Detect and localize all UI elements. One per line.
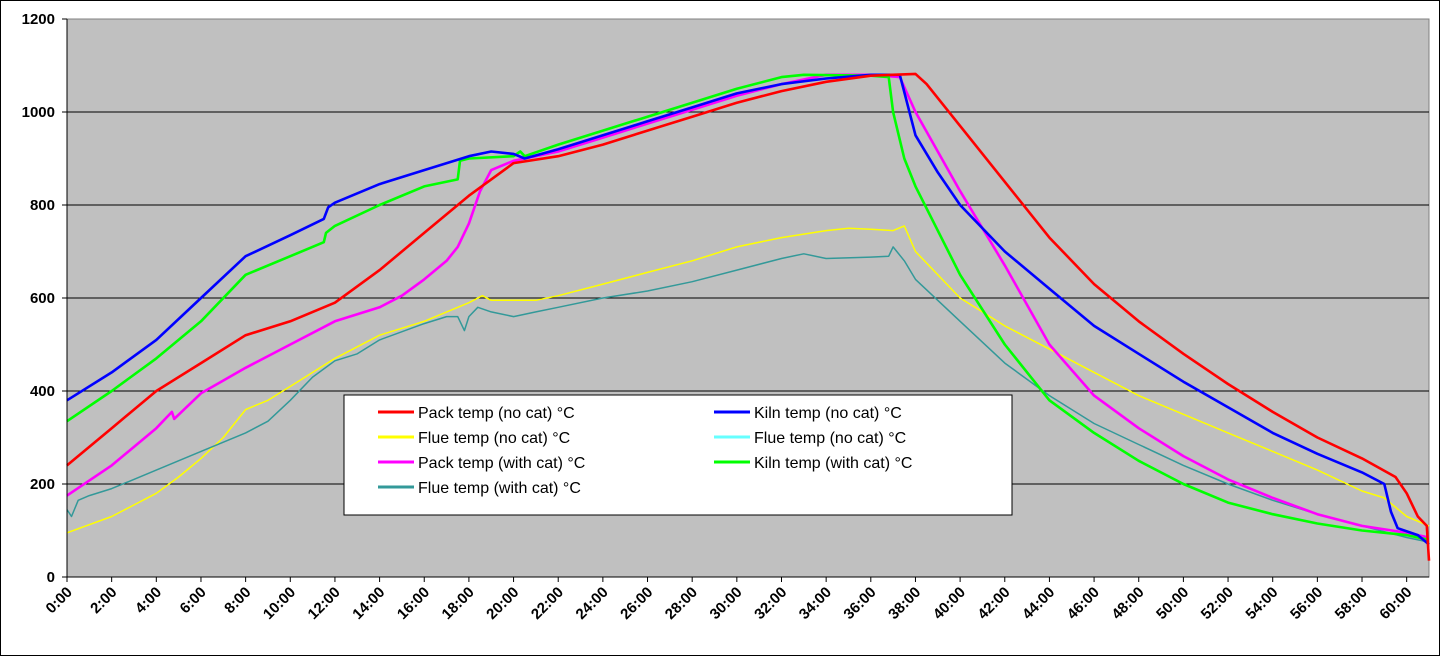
- y-tick-label: 600: [30, 290, 55, 307]
- series-line-0: [66, 72, 1431, 561]
- series-line-1: [66, 73, 1430, 546]
- x-tick-label: 50:00: [1153, 584, 1192, 623]
- legend-label: Flue temp (no cat) °C: [754, 430, 906, 447]
- x-tick-label: 0:00: [43, 584, 76, 617]
- x-tick-label: 46:00: [1064, 584, 1103, 623]
- x-tick-label: 26:00: [617, 584, 656, 623]
- x-tick-label: 38:00: [885, 584, 924, 623]
- legend-label: Flue temp (no cat) °C: [418, 430, 570, 447]
- series-line-4: [66, 73, 1430, 539]
- legend-label: Pack temp (with cat) °C: [418, 455, 585, 472]
- x-tick-label: 12:00: [305, 584, 344, 623]
- legend: Pack temp (no cat) °C Kiln temp (no cat) …: [343, 394, 1013, 516]
- x-tick-label: 16:00: [394, 584, 433, 623]
- legend-box: [343, 394, 1013, 516]
- x-tick-label: 20:00: [483, 584, 522, 623]
- x-tick-label: 60:00: [1376, 584, 1415, 623]
- x-tick-label: 34:00: [796, 584, 835, 623]
- y-tick-label: 1200: [22, 11, 55, 28]
- y-tick-label: 1000: [22, 104, 55, 121]
- x-tick-label: 54:00: [1242, 584, 1281, 623]
- y-tick-label: 800: [30, 197, 55, 214]
- x-tick-label: 56:00: [1287, 584, 1326, 623]
- series-line-5: [66, 73, 1430, 542]
- y-tick-label: 400: [30, 383, 55, 400]
- y-tick-label: 0: [47, 569, 55, 586]
- x-tick-label: 48:00: [1108, 584, 1147, 623]
- series-line-2: [66, 225, 1430, 534]
- x-tick-label: 14:00: [349, 584, 388, 623]
- legend-label: Pack temp (no cat) °C: [418, 405, 575, 422]
- x-tick-label: 24:00: [573, 584, 612, 623]
- x-tick-label: 36:00: [840, 584, 879, 623]
- x-tick-label: 40:00: [930, 584, 969, 623]
- series-lines: [66, 72, 1431, 561]
- legend-label: Kiln temp (no cat) °C: [754, 405, 902, 422]
- x-tick-label: 22:00: [528, 584, 567, 623]
- legend-label: Kiln temp (with cat) °C: [754, 455, 912, 472]
- y-tick-label: 200: [30, 476, 55, 493]
- x-tick-label: 32:00: [751, 584, 790, 623]
- x-tick-label: 58:00: [1332, 584, 1371, 623]
- x-tick-label: 4:00: [132, 584, 165, 617]
- x-tick-label: 44:00: [1019, 584, 1058, 623]
- x-tick-label: 18:00: [439, 584, 478, 623]
- x-tick-label: 30:00: [707, 584, 746, 623]
- series-line-6: [66, 246, 1430, 543]
- x-tick-label: 42:00: [974, 584, 1013, 623]
- x-tick-label: 52:00: [1198, 584, 1237, 623]
- x-tick-label: 28:00: [662, 584, 701, 623]
- x-tick-label: 10:00: [260, 584, 299, 623]
- x-tick-label: 6:00: [177, 584, 210, 617]
- x-tick-label: 8:00: [221, 584, 254, 617]
- legend-label: Flue temp (with cat) °C: [418, 480, 581, 497]
- x-tick-label: 2:00: [87, 584, 120, 617]
